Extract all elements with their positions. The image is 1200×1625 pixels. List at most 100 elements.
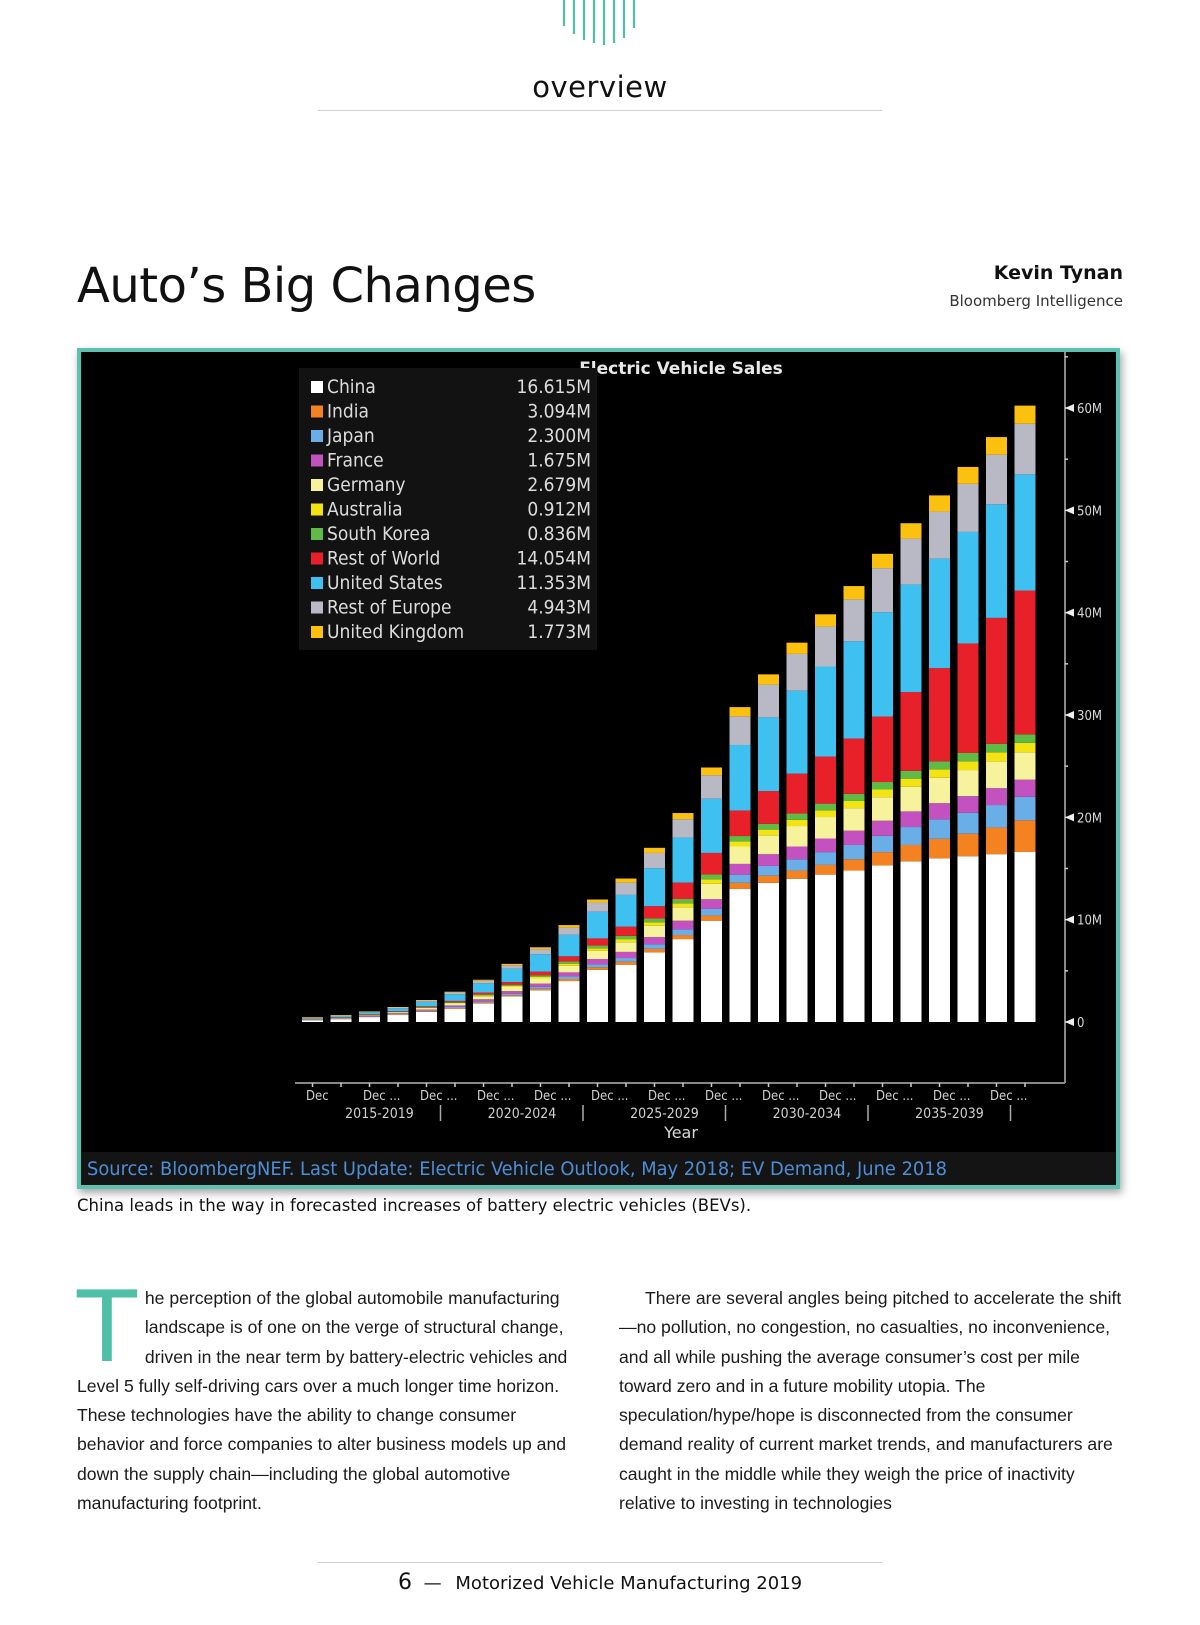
bar-segment-australia-2034	[843, 800, 865, 809]
bar-segment-australia-2023	[530, 976, 551, 979]
bar-segment-china-2023	[530, 990, 551, 1022]
y-tick-pointer	[1065, 608, 1074, 617]
bar-segment-germany-2027	[644, 925, 665, 938]
bar-segment-united-states-2026	[615, 894, 637, 927]
bar-segment-china-2027	[644, 952, 665, 1022]
bar-segment-rest-of-world-2019	[416, 1006, 437, 1008]
bar-segment-united-states-2028	[672, 837, 694, 883]
bar-segment-india-2018	[387, 1014, 409, 1016]
bar-segment-united-kingdom-2035	[872, 553, 893, 569]
bar-segment-china-2029	[701, 920, 722, 1022]
bar-segment-france-2030	[729, 863, 751, 875]
bar-segment-australia-2021	[473, 995, 494, 997]
bar-segment-france-2024	[558, 972, 580, 977]
bar-segment-australia-2025	[587, 948, 608, 951]
x-group-label: 2025-2029	[630, 1106, 699, 1122]
y-tick-pointer	[1065, 506, 1074, 515]
bar-segment-rest-of-world-2028	[672, 882, 694, 899]
bar-segment-united-kingdom-2028	[672, 813, 694, 820]
bar-segment-rest-of-world-2037	[929, 668, 950, 762]
y-tick-label: 10M	[1077, 914, 1102, 929]
bar-segment-rest-of-europe-2018	[387, 1007, 409, 1009]
bar-segment-france-2037	[929, 803, 950, 820]
bar-segment-india-2019	[416, 1011, 437, 1012]
bar-segment-india-2037	[929, 838, 950, 859]
bar-segment-france-2027	[644, 937, 665, 945]
legend-label: Japan	[326, 425, 375, 447]
bar-segment-rest-of-world-2032	[786, 773, 808, 814]
bar-segment-rest-of-world-2017	[359, 1014, 380, 1015]
bar-segment-germany-2031	[758, 835, 779, 855]
bar-segment-china-2020	[444, 1008, 466, 1022]
bar-segment-united-kingdom-2022	[501, 963, 523, 966]
x-axis-title: Year	[663, 1123, 698, 1142]
legend-label: China	[327, 376, 376, 398]
bar-segment-united-kingdom-2020	[444, 991, 466, 993]
x-tick-label: Dec ...	[591, 1089, 629, 1104]
bar-segment-china-2017	[359, 1016, 380, 1022]
publication-name: Motorized Vehicle Manufacturing 2019	[455, 1573, 803, 1594]
bar-segment-china-2031	[758, 882, 779, 1022]
bar-segment-india-2017	[359, 1016, 380, 1018]
bar-segment-south-korea-2019	[416, 1007, 437, 1008]
bar-segment-rest-of-world-2026	[615, 926, 637, 936]
legend-label: Rest of World	[327, 548, 440, 570]
bar-segment-rest-of-europe-2031	[758, 684, 779, 718]
bar-segment-india-2020	[444, 1007, 466, 1009]
bar-segment-japan-2032	[786, 859, 808, 871]
bar-segment-united-states-2040	[1014, 474, 1036, 591]
x-tick-label: Dec ...	[762, 1089, 800, 1104]
bar-segment-germany-2030	[729, 846, 751, 864]
bar-segment-rest-of-europe-2024	[558, 927, 580, 935]
bar-segment-australia-2033	[815, 810, 836, 818]
bar-segment-united-kingdom-2031	[758, 674, 779, 685]
bar-segment-australia-2024	[558, 963, 580, 966]
bar-segment-china-2025	[587, 969, 608, 1022]
bar-segment-germany-2029	[701, 883, 722, 900]
bar-segment-rest-of-europe-2027	[644, 852, 665, 869]
bar-segment-rest-of-world-2025	[587, 938, 608, 946]
bar-segment-france-2017	[359, 1015, 380, 1017]
bar-segment-japan-2039	[986, 805, 1007, 828]
bar-segment-china-2018	[387, 1014, 409, 1022]
y-tick-label: 30M	[1077, 709, 1102, 724]
bar-segment-germany-2021	[473, 996, 494, 1000]
bar-segment-germany-2023	[530, 978, 551, 984]
bar-segment-france-2035	[872, 820, 893, 836]
bar-segment-south-korea-2027	[644, 918, 665, 923]
bar-segment-japan-2028	[672, 929, 694, 936]
bar-segment-rest-of-world-2038	[957, 643, 979, 753]
bar-segment-rest-of-world-2021	[473, 992, 494, 995]
bar-segment-india-2027	[644, 948, 665, 953]
bar-segment-south-korea-2032	[786, 813, 808, 820]
bar-segment-india-2038	[957, 833, 979, 857]
bar-segment-germany-2022	[501, 987, 523, 992]
bar-segment-france-2026	[615, 951, 637, 959]
bar-segment-united-kingdom-2029	[701, 767, 722, 776]
bar-segment-australia-2030	[729, 841, 751, 847]
bar-segment-south-korea-2020	[444, 1002, 466, 1003]
x-tick-label: Dec ...	[990, 1089, 1028, 1104]
bar-segment-germany-2024	[558, 965, 580, 973]
bar-segment-south-korea-2022	[501, 984, 523, 986]
bar-segment-japan-2017	[359, 1016, 380, 1017]
bar-segment-rest-of-europe-2025	[587, 902, 608, 912]
bar-segment-united-states-2015	[302, 1017, 323, 1019]
bar-segment-rest-of-europe-2036	[900, 538, 922, 585]
bar-segment-united-kingdom-2016	[330, 1015, 352, 1016]
bar-segment-rest-of-world-2040	[1014, 590, 1036, 735]
bar-segment-india-2030	[729, 882, 751, 889]
bar-segment-united-states-2034	[843, 641, 865, 739]
bar-segment-japan-2030	[729, 874, 751, 883]
bar-segment-australia-2035	[872, 789, 893, 798]
legend-label: South Korea	[327, 523, 430, 545]
bar-segment-rest-of-europe-2022	[501, 965, 523, 969]
bar-segment-france-2033	[815, 838, 836, 853]
bar-segment-united-kingdom-2015	[302, 1017, 323, 1018]
bar-segment-rest-of-world-2023	[530, 971, 551, 976]
bar-segment-china-2037	[929, 858, 950, 1022]
bar-segment-japan-2026	[615, 958, 637, 962]
legend-label: Rest of Europe	[327, 597, 452, 619]
chart-source-note: Source: BloombergNEF. Last Update: Elect…	[87, 1158, 947, 1180]
bar-segment-south-korea-2033	[815, 803, 836, 811]
